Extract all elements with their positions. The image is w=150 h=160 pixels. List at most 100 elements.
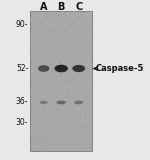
- Point: [30, 57, 32, 60]
- Point: [67, 68, 69, 71]
- Point: [52, 88, 54, 90]
- Point: [90, 80, 93, 82]
- Point: [88, 138, 90, 141]
- Point: [61, 84, 63, 86]
- Point: [44, 145, 46, 148]
- Point: [39, 135, 41, 137]
- Point: [33, 32, 35, 35]
- Point: [91, 32, 93, 34]
- Point: [62, 32, 64, 35]
- Point: [66, 109, 68, 112]
- Point: [83, 54, 85, 56]
- Point: [44, 55, 46, 58]
- Point: [60, 71, 63, 73]
- Point: [63, 33, 66, 35]
- Point: [70, 58, 73, 60]
- Point: [35, 131, 38, 134]
- Point: [75, 145, 77, 147]
- Point: [88, 90, 90, 92]
- Point: [33, 19, 36, 21]
- Point: [74, 48, 76, 50]
- Point: [70, 13, 73, 16]
- Point: [59, 140, 62, 142]
- Point: [48, 22, 51, 24]
- Point: [87, 87, 90, 90]
- Point: [31, 82, 33, 84]
- Text: C: C: [75, 2, 82, 12]
- Point: [46, 70, 49, 72]
- Point: [45, 110, 47, 113]
- Point: [38, 80, 40, 83]
- Point: [56, 121, 58, 124]
- Point: [47, 86, 49, 89]
- Point: [36, 73, 38, 76]
- Point: [78, 67, 81, 69]
- Point: [87, 81, 89, 84]
- Point: [56, 31, 58, 34]
- Point: [30, 61, 32, 64]
- Point: [38, 89, 40, 92]
- Point: [68, 112, 71, 115]
- Point: [52, 51, 55, 54]
- Point: [32, 44, 35, 47]
- Point: [42, 82, 44, 84]
- Point: [72, 99, 74, 102]
- Point: [87, 126, 89, 128]
- Point: [68, 108, 71, 110]
- Point: [57, 84, 59, 86]
- Point: [44, 127, 47, 129]
- Point: [33, 78, 35, 81]
- Point: [50, 37, 52, 40]
- Point: [65, 80, 68, 82]
- Point: [90, 88, 93, 91]
- Point: [60, 56, 63, 59]
- Point: [76, 131, 79, 134]
- Point: [54, 17, 57, 20]
- Point: [55, 60, 58, 62]
- Point: [69, 82, 72, 84]
- Point: [46, 44, 48, 47]
- Point: [60, 87, 62, 89]
- Point: [30, 131, 32, 134]
- Point: [36, 12, 38, 15]
- Point: [37, 144, 39, 147]
- Point: [83, 115, 86, 118]
- Point: [64, 136, 66, 139]
- Point: [62, 148, 64, 150]
- Point: [38, 46, 41, 48]
- Point: [42, 132, 45, 134]
- Point: [58, 44, 60, 47]
- Point: [51, 117, 54, 120]
- Point: [50, 42, 53, 44]
- Point: [76, 70, 79, 73]
- Point: [68, 25, 70, 28]
- Point: [73, 75, 75, 77]
- Point: [72, 119, 74, 122]
- Point: [61, 148, 64, 150]
- Point: [89, 139, 91, 142]
- Point: [32, 70, 35, 73]
- Point: [78, 93, 80, 96]
- Point: [42, 127, 44, 130]
- Point: [81, 102, 84, 104]
- Point: [89, 41, 92, 43]
- Point: [53, 122, 55, 125]
- Point: [55, 61, 58, 64]
- Point: [51, 55, 53, 58]
- Point: [43, 93, 46, 96]
- Point: [46, 31, 49, 34]
- Point: [83, 99, 86, 101]
- Point: [75, 110, 78, 112]
- Point: [52, 16, 54, 18]
- Point: [78, 98, 80, 100]
- Point: [68, 43, 70, 45]
- Point: [33, 60, 35, 63]
- Point: [78, 26, 81, 28]
- Point: [68, 65, 70, 67]
- Point: [46, 56, 48, 58]
- Point: [83, 150, 86, 152]
- Point: [90, 111, 92, 113]
- Point: [88, 104, 91, 107]
- Point: [60, 34, 62, 37]
- Point: [34, 112, 36, 114]
